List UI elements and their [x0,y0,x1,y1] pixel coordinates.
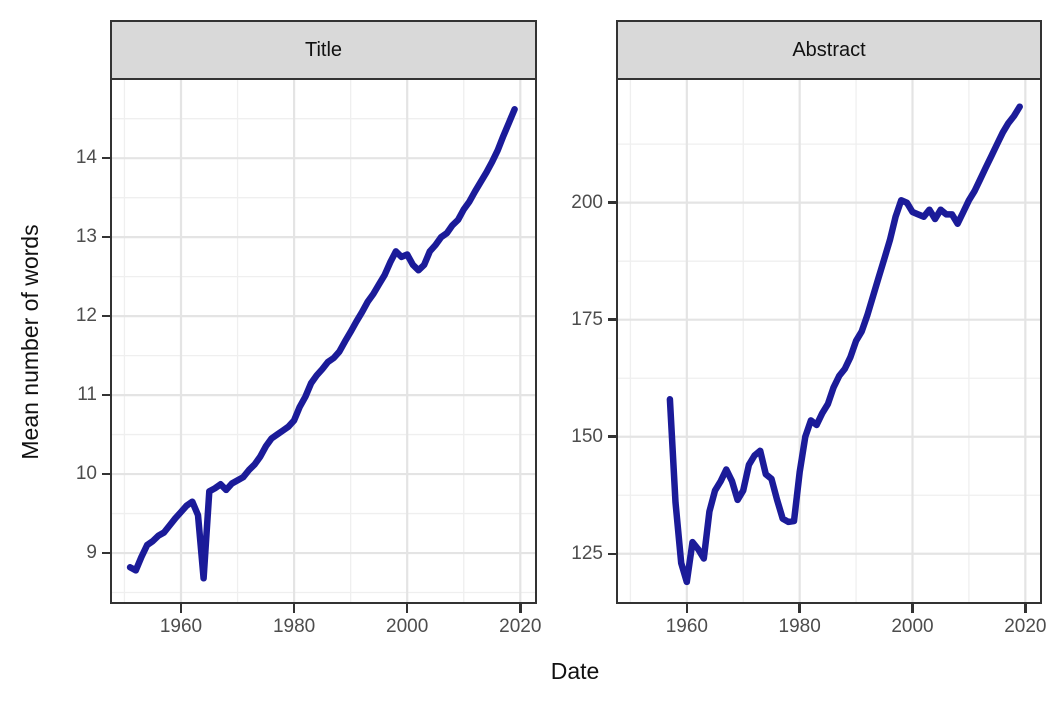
y-tick-mark [608,201,617,204]
x-tick-label: 1980 [778,616,821,637]
y-tick-label: 200 [571,191,603,213]
y-tick-label: 12 [75,305,97,327]
y-tick-mark [608,552,617,556]
x-tick-mark [798,604,801,613]
x-tick-mark [519,604,522,613]
y-tick-label: 10 [75,463,97,485]
y-tick-label: 150 [571,425,603,447]
y-tick-label: 175 [571,308,603,330]
y-tick-mark [608,435,617,438]
x-tick-label: 2000 [891,616,934,637]
y-tick-mark [102,235,111,239]
x-tick-mark [179,604,183,613]
y-tick-mark [102,314,111,318]
y-tick-mark [608,318,617,321]
x-tick-mark [685,604,689,613]
x-tick-mark [1024,604,1027,613]
x-tick-mark [405,604,409,613]
y-tick-mark [102,156,111,160]
x-tick-label: 1960 [159,616,203,637]
x-tick-label: 1960 [665,616,708,637]
x-tick-label: 2000 [386,616,429,637]
series-line-abstract [666,103,1023,586]
facet-strip-abstract: Abstract [616,20,1042,80]
y-tick-label: 125 [571,542,603,564]
y-tick-mark [102,551,111,555]
panel-abstract-plot [616,78,1042,604]
series-line-title [126,105,518,582]
x-tick-mark [292,604,296,613]
panel-title-plot [110,78,537,604]
y-tick-mark [102,472,111,476]
x-tick-label: 2020 [1004,616,1047,637]
x-tick-label: 2020 [499,616,542,637]
x-axis-title: Date [550,658,600,684]
y-tick-label: 11 [77,384,97,406]
y-tick-label: 13 [75,226,97,248]
x-tick-label: 1980 [272,616,316,637]
facet-strip-abstract-label: Abstract [792,38,866,61]
y-tick-label: 14 [75,147,97,169]
x-tick-mark [911,604,914,613]
y-tick-mark [102,393,111,397]
y-tick-label: 9 [86,542,97,564]
facet-strip-title: Title [110,20,537,80]
facet-strip-title-label: Title [304,38,343,61]
